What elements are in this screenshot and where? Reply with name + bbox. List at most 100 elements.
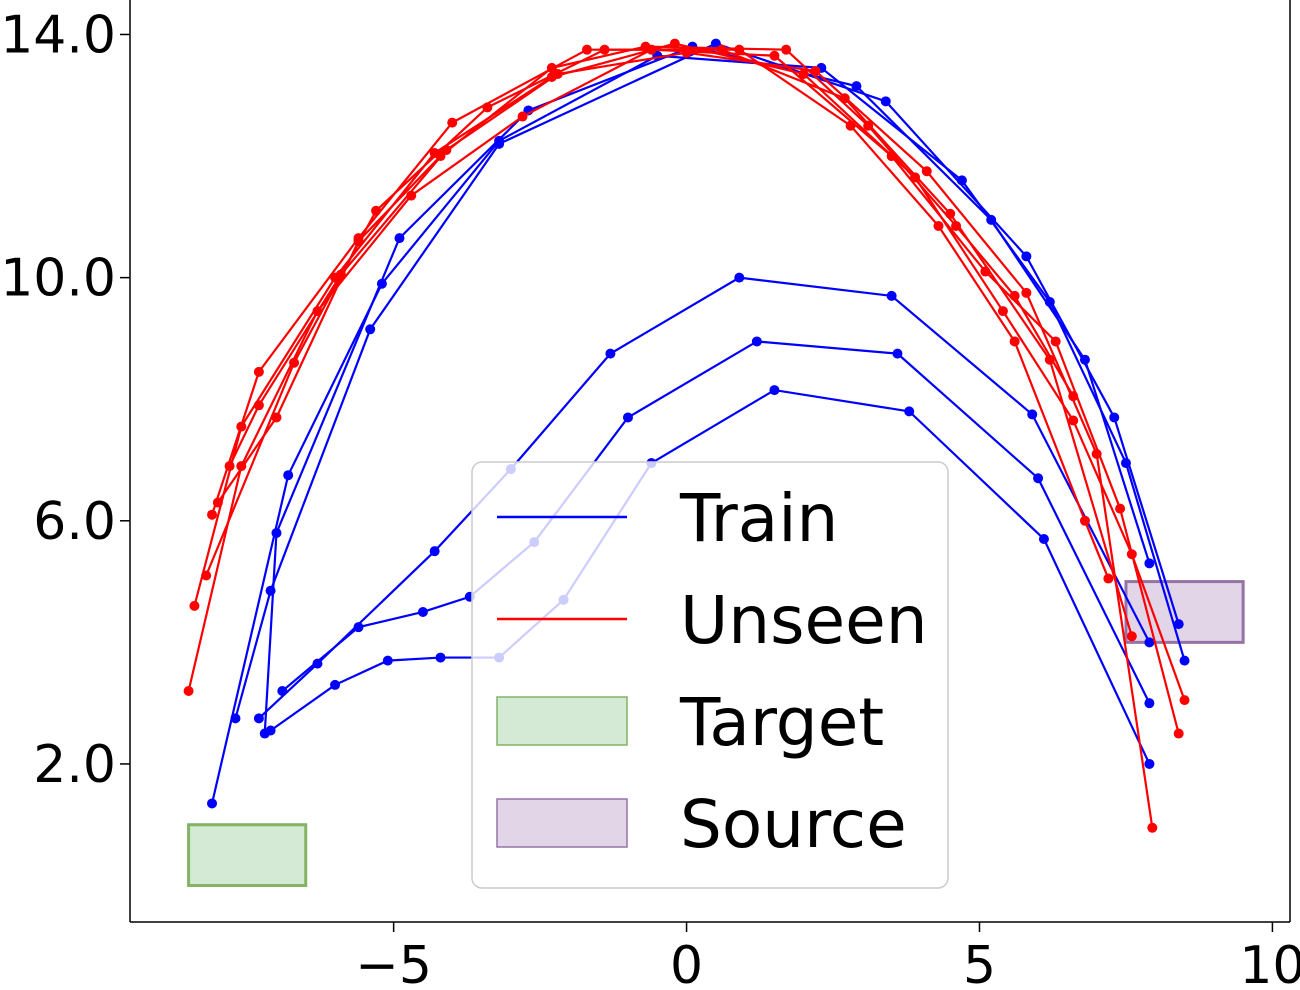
data-point [921,166,932,177]
data-point [1068,391,1079,402]
legend-entry-train: Train [497,480,838,557]
data-point [494,138,505,149]
series-unseen-12 [212,41,1079,508]
data-point [951,220,962,231]
data-point [863,120,874,131]
data-point [265,585,276,596]
data-point [1109,412,1120,423]
data-point [546,62,557,73]
data-point [207,798,218,809]
data-point [365,324,376,335]
legend-label: Train [679,480,838,557]
data-point [271,527,282,538]
legend-swatch-patch [496,696,628,746]
data-point [986,214,997,225]
data-point [183,686,194,696]
y-tick-label: 14.0 [0,5,116,65]
data-point [622,412,633,423]
y-tick-label: 2.0 [33,735,116,795]
data-point [271,412,282,423]
x-tick-label: −5 [355,936,432,990]
series-layer [183,38,1190,833]
x-tick-label: 0 [670,936,703,990]
data-point [253,713,264,724]
data-point [904,406,915,417]
data-point [851,81,862,92]
data-point [447,117,458,128]
data-point [1009,336,1020,347]
data-point [435,151,446,162]
legend-label: Unseen [680,582,928,659]
legend-label: Target [679,684,884,761]
data-point [751,336,762,347]
data-point [1144,758,1155,769]
data-point [189,600,200,611]
data-point [892,348,903,359]
data-point [353,236,364,247]
data-point [1079,515,1090,526]
data-point [1091,448,1102,459]
series-train-3 [230,38,1184,724]
data-point [1126,631,1137,642]
data-point [517,111,528,122]
x-tick-label: 5 [963,936,996,990]
data-point [997,306,1008,317]
data-point [599,44,610,55]
data-point [353,622,364,633]
regions-layer [187,580,1245,888]
data-point [207,509,218,520]
data-point [1021,287,1032,298]
data-point [224,461,235,472]
x-tick-label: 10 [1239,936,1300,990]
series-train-1 [207,50,1190,809]
data-point [312,658,323,669]
y-tick-label: 10.0 [0,249,116,309]
data-point [1144,558,1155,569]
data-point [798,68,809,79]
data-point [371,205,382,216]
data-point [669,38,680,49]
series-line [193,42,1186,701]
series-line [210,54,1186,804]
data-point [330,679,341,690]
data-point [230,713,241,724]
data-point [1173,728,1184,739]
region-target [187,823,308,888]
legend: Train Unseen Target Source [471,461,949,889]
data-point [435,652,446,663]
data-point [1115,503,1126,514]
data-point [253,400,264,411]
data-point [933,220,944,231]
data-point [1144,637,1155,648]
data-point [429,546,440,557]
data-point [769,50,780,61]
legend-entry-target: Target [496,684,884,761]
data-point [1179,655,1190,666]
data-point [1009,290,1020,301]
data-point [880,96,891,107]
data-point [265,725,276,736]
data-point [289,357,300,368]
legend-box [471,461,949,889]
legend-label: Source [680,786,907,863]
data-point [769,385,780,396]
data-point [1038,534,1049,545]
data-point [201,570,212,581]
data-point [605,348,616,359]
data-point [845,120,856,131]
legend-entry-source: Source [496,786,907,863]
data-point [394,233,405,244]
data-point [1126,549,1137,560]
data-point [581,44,592,55]
legend-swatch-patch [496,798,628,848]
data-point [212,497,223,508]
data-point [382,655,393,666]
data-point [1103,573,1114,584]
data-point [482,102,493,113]
data-point [1021,251,1032,262]
data-point [1144,698,1155,709]
y-tick-label: 6.0 [33,492,116,552]
data-point [1050,336,1061,347]
